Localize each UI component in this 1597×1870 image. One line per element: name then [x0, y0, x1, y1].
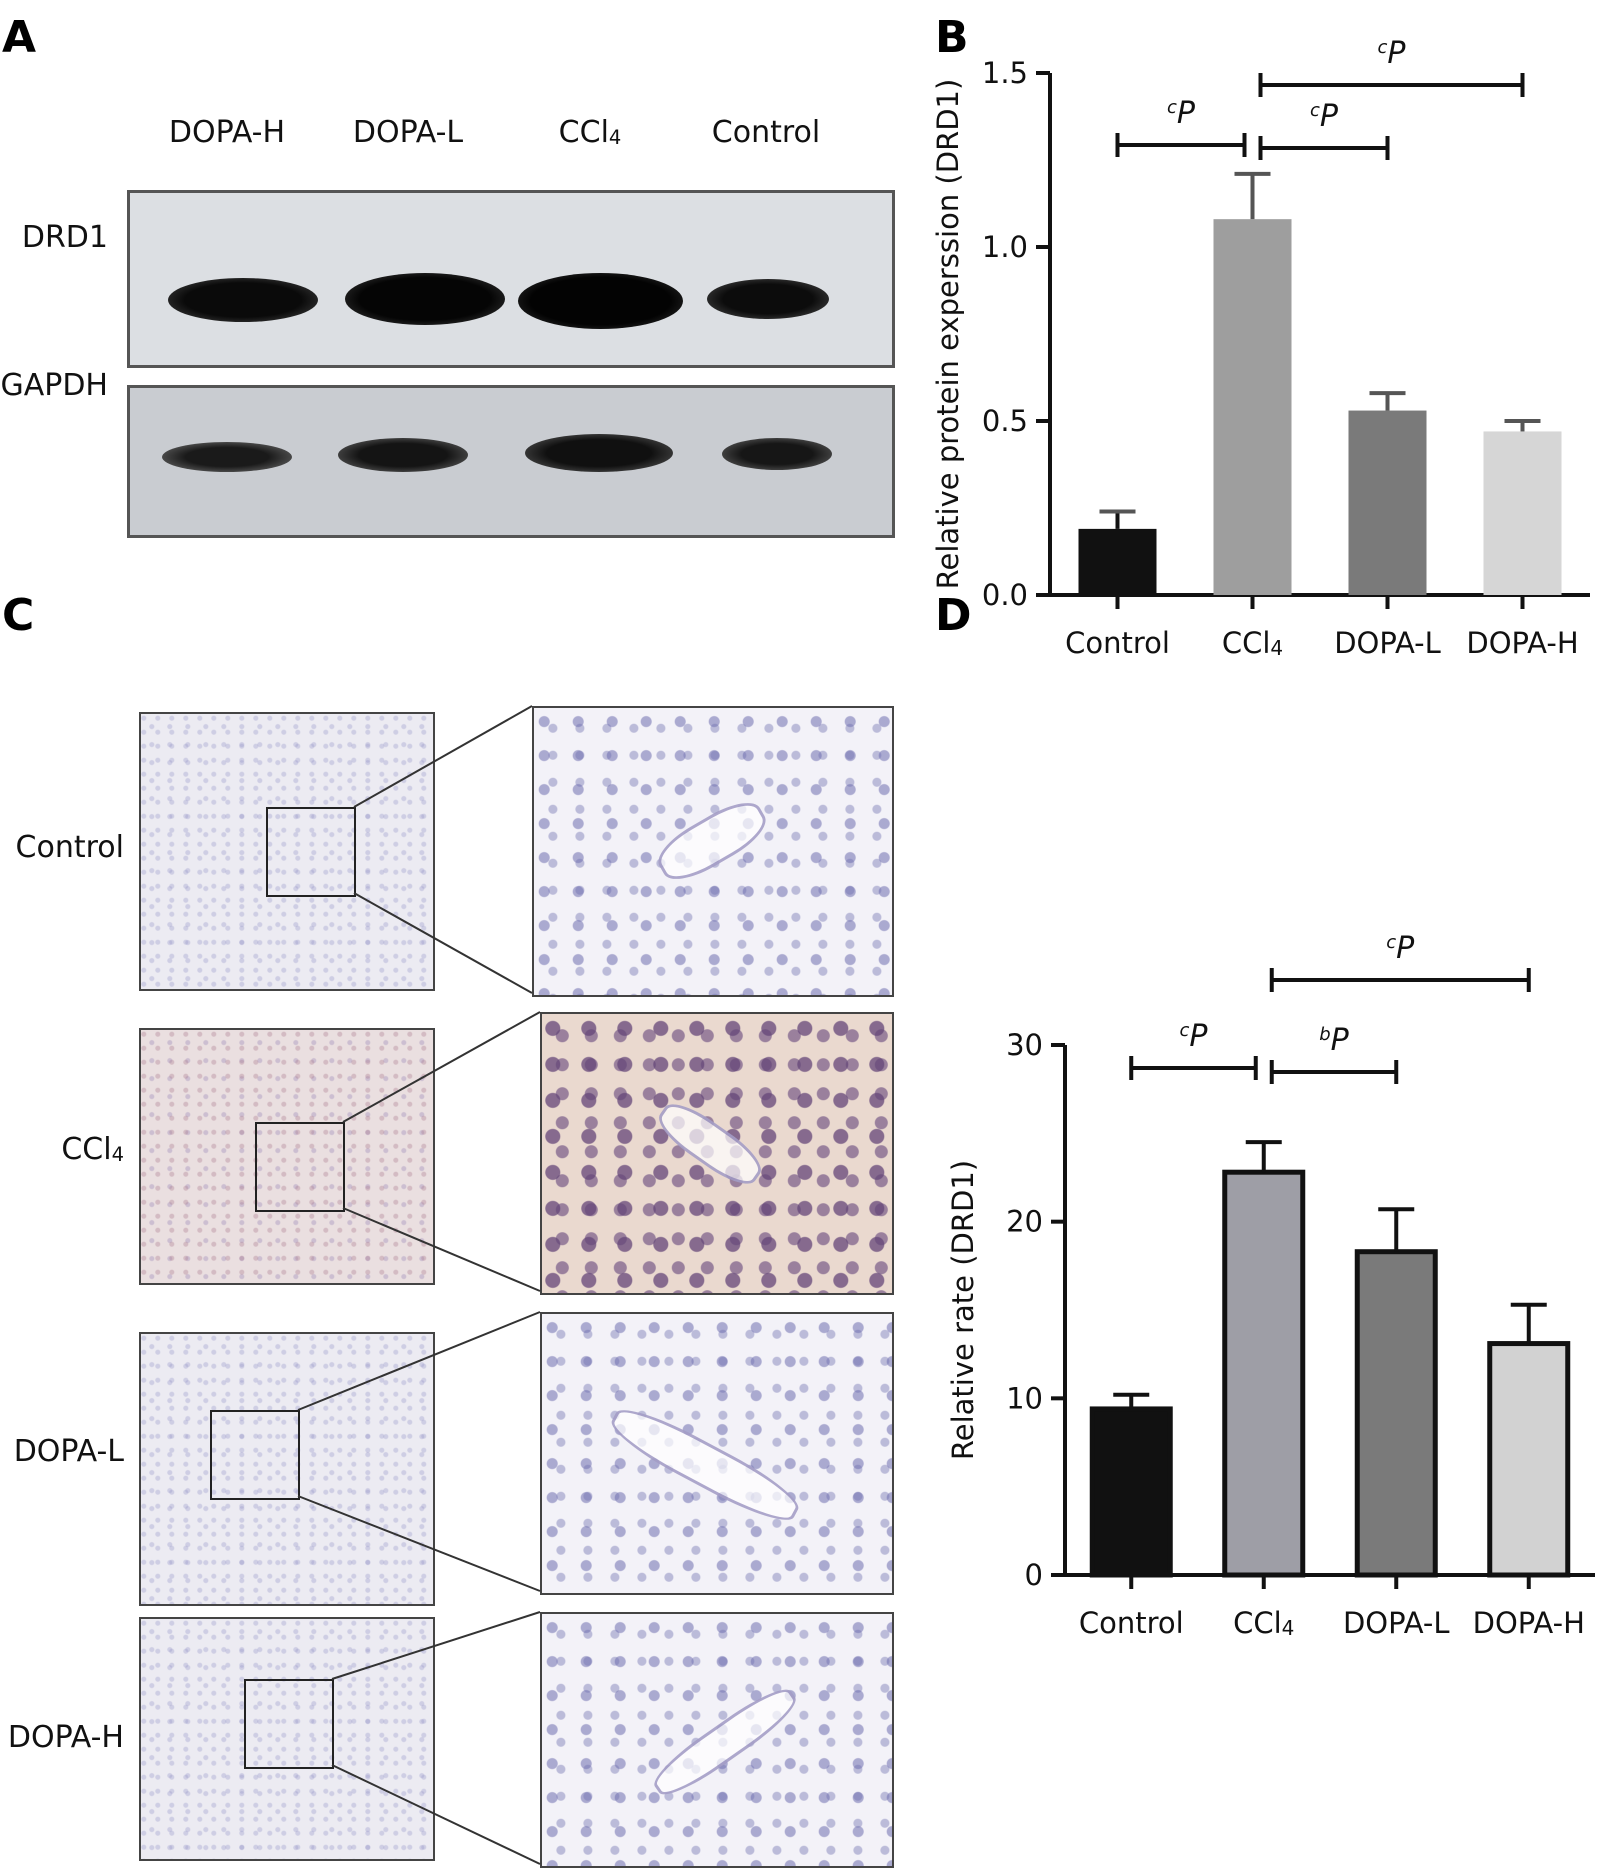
- band-drd1-dopa-l: [345, 273, 505, 325]
- x-tick-label: DOPA-L: [1343, 1606, 1450, 1640]
- ihc-control-inset: [266, 807, 356, 897]
- significance-label: cP: [1180, 1019, 1209, 1054]
- x-tick-label: DOPA-H: [1466, 626, 1578, 660]
- significance-label: cP: [1310, 99, 1339, 134]
- row-label-drd1: DRD1: [21, 220, 108, 255]
- y-tick-label: 30: [1006, 1028, 1043, 1062]
- y-tick-label: 10: [1006, 1381, 1043, 1415]
- significance-label: bP: [1319, 1023, 1349, 1058]
- panel-d-letter: D: [935, 590, 972, 641]
- ihc-row-label-dopa-l: DOPA-L: [13, 1434, 124, 1469]
- bar: [1078, 528, 1157, 595]
- panel-c-letter: C: [2, 590, 35, 641]
- bar: [1354, 1249, 1438, 1578]
- x-tick-label: CCl4: [1233, 1606, 1294, 1640]
- significance-label: cP: [1167, 96, 1196, 131]
- chart-d-bars: [1089, 1140, 1571, 1578]
- y-tick-label: 1.5: [982, 56, 1028, 90]
- chart-b-axes: 0.0 0.5 1.0 1.5 Control CCl4 DOPA-L DOPA-H: [982, 56, 1590, 660]
- band-gapdh-control: [722, 438, 832, 470]
- ihc-dopa-l-inset: [210, 1410, 300, 1500]
- band-gapdh-dopa-l: [338, 438, 468, 472]
- band-drd1-control: [707, 279, 829, 319]
- panel-b-letter: B: [935, 12, 969, 63]
- x-tick-label: Control: [1065, 626, 1170, 660]
- lane-label-dopa-l: DOPA-L: [352, 115, 464, 150]
- ihc-dopa-l-overview: [139, 1332, 435, 1606]
- chart-b: Relative protein experssion (DRD1) 0.00.…: [931, 40, 1590, 660]
- ihc-control-zoom: [532, 706, 894, 997]
- ihc-dopa-h-inset: [244, 1679, 334, 1769]
- y-tick-label: 0.5: [982, 404, 1028, 438]
- lane-label-ccl4: CCl4: [558, 115, 622, 150]
- blot-gapdh: [127, 385, 895, 538]
- significance-label: cP: [1378, 40, 1407, 71]
- ihc-row-label-control: Control: [15, 830, 124, 865]
- bar: [1348, 410, 1427, 595]
- ihc-control-overview: [139, 712, 435, 991]
- bar: [1213, 219, 1292, 595]
- ihc-row-label-dopa-h: DOPA-H: [7, 1720, 124, 1755]
- bar: [1222, 1169, 1306, 1578]
- chart-d-ylabel: Relative rate (DRD1): [946, 1160, 980, 1460]
- significance-label: cP: [1386, 931, 1415, 966]
- chart-b-bars: [1078, 171, 1562, 595]
- band-drd1-ccl4: [518, 273, 683, 329]
- band-drd1-dopa-h: [168, 278, 318, 322]
- chart-b-ylabel: Relative protein experssion (DRD1): [931, 79, 965, 590]
- y-tick-label: 20: [1006, 1205, 1043, 1239]
- ihc-row-label-ccl4: CCl4: [61, 1132, 124, 1167]
- ihc-dopa-l-zoom: [540, 1312, 894, 1595]
- x-tick-label: DOPA-L: [1334, 626, 1441, 660]
- y-tick-label: 1.0: [982, 230, 1028, 264]
- lane-label-control: Control: [711, 115, 821, 150]
- ihc-ccl4-zoom: [540, 1012, 894, 1295]
- x-tick-label: CCl4: [1222, 626, 1283, 660]
- panel-a-letter: A: [2, 12, 37, 63]
- x-tick-label: DOPA-H: [1473, 1606, 1585, 1640]
- band-gapdh-dopa-h: [162, 442, 292, 472]
- bar: [1089, 1406, 1173, 1578]
- chart-b-significance: cP cP cP: [1115, 40, 1525, 160]
- bar: [1483, 431, 1562, 595]
- blot-drd1: [127, 190, 895, 368]
- ihc-dopa-h-overview: [139, 1617, 435, 1861]
- chart-d: Relative rate (DRD1) 0 10 20 30 Control CCl4 D…: [946, 931, 1595, 1640]
- band-gapdh-ccl4: [525, 434, 673, 472]
- chart-d-significance: cP bP cP: [1129, 931, 1531, 1084]
- lane-label-dopa-h: DOPA-H: [168, 115, 286, 150]
- x-tick-label: Control: [1079, 1606, 1184, 1640]
- y-tick-label: 0.0: [982, 578, 1028, 612]
- ihc-ccl4-inset: [255, 1122, 345, 1212]
- ihc-ccl4-overview: [139, 1028, 435, 1285]
- ihc-dopa-h-zoom: [540, 1612, 894, 1868]
- bar: [1487, 1341, 1571, 1578]
- y-tick-label: 0: [1025, 1558, 1043, 1592]
- row-label-gapdh: GAPDH: [0, 368, 108, 403]
